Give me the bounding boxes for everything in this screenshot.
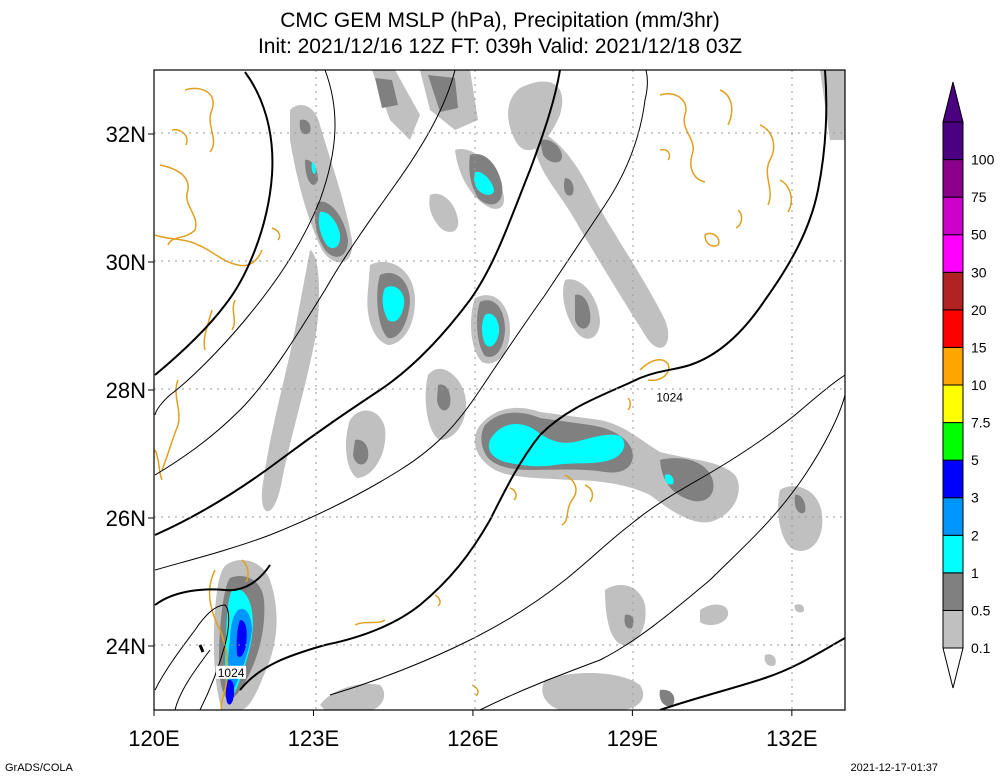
lat-tick-label: 32N — [106, 122, 146, 147]
isobar-label-bg — [216, 665, 247, 679]
isobar-label-bg — [654, 390, 685, 404]
colorbar-segment — [942, 497, 964, 536]
map-plot-area — [154, 70, 845, 710]
lon-tick-label: 132E — [766, 726, 817, 751]
colorbar-label: 15 — [971, 339, 987, 355]
lat-tick-label: 30N — [106, 250, 146, 275]
colorbar-label: 5 — [971, 452, 979, 468]
colorbar-segment — [942, 384, 964, 424]
colorbar-segment — [942, 121, 964, 161]
map-subtitle: Init: 2021/12/16 12Z FT: 039h Valid: 202… — [257, 35, 743, 58]
footer-right: 2021-12-17-01:37 — [850, 762, 938, 774]
footer-left: GrADS/COLA — [5, 762, 73, 774]
precip-3mm — [226, 620, 247, 705]
colorbar-segment — [942, 234, 964, 273]
isobar-label: 1024 — [218, 666, 245, 680]
colorbar-label: 7.5 — [971, 415, 991, 431]
colorbar-label: 2 — [971, 527, 979, 543]
isobars-major — [154, 70, 845, 710]
colorbar-segment — [942, 422, 964, 461]
colorbar-label: 0.5 — [971, 602, 991, 618]
colorbar-segment — [942, 609, 964, 649]
lat-tick-label: 26N — [106, 506, 146, 531]
colorbar-segment — [942, 271, 964, 311]
lon-tick-label: 120E — [128, 726, 179, 751]
lon-tick-label: 126E — [447, 726, 498, 751]
colorbar-segment — [942, 572, 964, 611]
colorbar-segment — [942, 346, 964, 386]
lon-tick-label: 129E — [607, 726, 658, 751]
colorbar-label: 1 — [971, 565, 979, 581]
axis-labels: 120E 123E 126E 129E 132E 32N 30N 28N 26N 24N — [106, 122, 818, 751]
colorbar-label: 30 — [971, 264, 987, 280]
colorbar-min-triangle — [942, 647, 964, 689]
colorbar-segment — [942, 534, 964, 574]
colorbar-segment — [942, 196, 964, 236]
colorbar-label: 20 — [971, 302, 987, 318]
axis-ticks — [148, 133, 793, 716]
colorbar-label: 75 — [971, 189, 987, 205]
colorbar-label: 10 — [971, 377, 987, 393]
isobar-label: 1024 — [656, 391, 683, 405]
colorbar-segment — [942, 309, 964, 348]
colorbar-segment — [942, 459, 964, 499]
colorbar-max-triangle — [942, 81, 964, 123]
isobar-labels: 1024 1024 — [216, 390, 685, 680]
map-title: CMC GEM MSLP (hPa), Precipitation (mm/3h… — [280, 9, 720, 32]
colorbar-label: 100 — [971, 152, 995, 168]
colorbar: 0.1 0.5 1 2 3 5 7.5 10 15 20 30 50 75 100 — [942, 81, 995, 689]
lat-tick-label: 28N — [106, 378, 146, 403]
isobars-minor — [154, 70, 845, 710]
colorbar-segment — [942, 159, 964, 198]
grid-lines — [154, 70, 845, 710]
lon-tick-label: 123E — [288, 726, 339, 751]
colorbar-label: 50 — [971, 227, 987, 243]
lat-tick-label: 24N — [106, 634, 146, 659]
coastlines — [154, 87, 792, 710]
colorbar-label: 3 — [971, 490, 979, 506]
colorbar-label: 0.1 — [971, 640, 991, 656]
